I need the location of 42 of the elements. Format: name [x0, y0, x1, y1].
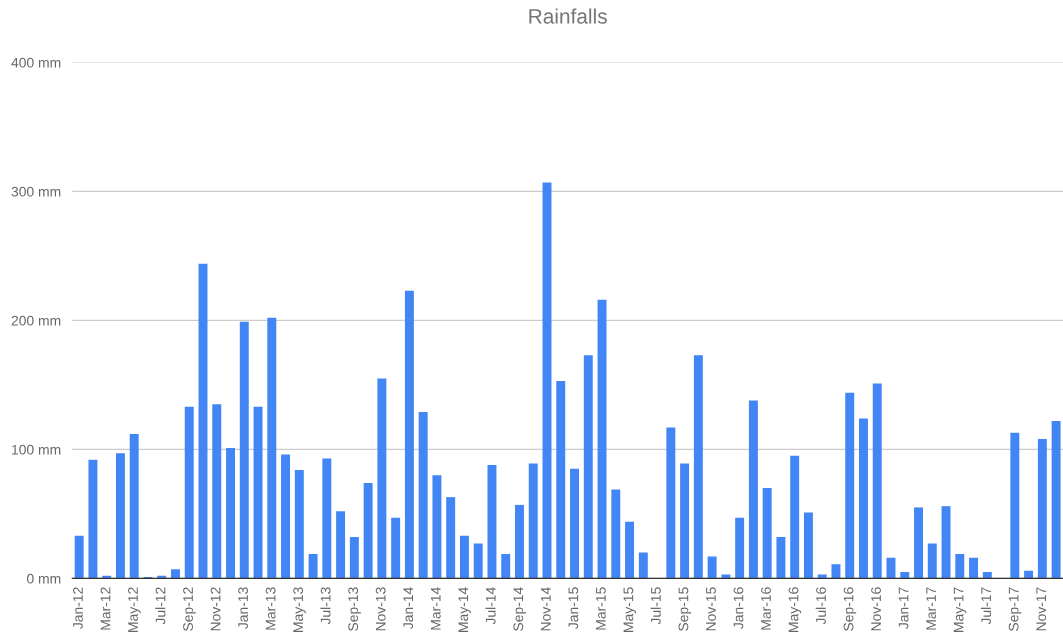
y-tick-label: 300 mm — [11, 186, 61, 197]
x-tick-label: May-15 — [623, 587, 637, 632]
y-tick-label: 200 mm — [11, 315, 61, 326]
x-tick-label: Sep-15 — [678, 587, 692, 631]
x-tick-label: May-16 — [788, 587, 802, 632]
x-tick-label: Nov-13 — [375, 587, 386, 631]
x-tick-label: Mar-17 — [926, 587, 937, 630]
y-tick-label: 400 mm — [11, 57, 61, 68]
x-tick-label: Mar-12 — [100, 587, 111, 630]
x-tick-label: Nov-14 — [541, 587, 551, 631]
x-tick-label: Sep-17 — [1008, 587, 1022, 631]
x-tick-label: Nov-12 — [210, 587, 221, 631]
x-tick-label: Mar-16 — [761, 587, 771, 630]
x-tick-label: May-17 — [953, 587, 967, 632]
x-tick-label: Sep-12 — [183, 587, 196, 631]
x-tick-label: Jul-13 — [320, 587, 331, 625]
x-tick-label: Sep-13 — [348, 587, 361, 631]
x-tick-label: Jan-12 — [73, 587, 83, 629]
x-tick-label: Jan-15 — [568, 587, 579, 629]
x-tick-label: May-12 — [128, 587, 141, 632]
y-tick-label: 0 mm — [27, 573, 61, 584]
x-tick-label: Jan-17 — [898, 587, 909, 629]
x-tick-label: Jan-16 — [733, 587, 744, 629]
x-tick-label: May-13 — [293, 587, 306, 632]
x-tick-label: Mar-15 — [596, 587, 606, 630]
x-tick-label: Jul-17 — [980, 587, 992, 625]
x-tick-label: May-14 — [458, 587, 471, 632]
x-tick-label: Mar-13 — [265, 587, 276, 630]
x-tick-label: Nov-15 — [706, 587, 716, 631]
x-tick-label: Jan-13 — [238, 587, 249, 629]
x-tick-label: Nov-16 — [871, 587, 881, 631]
x-tick-label: Mar-14 — [430, 587, 441, 630]
x-tick-label: Jul-14 — [485, 587, 496, 625]
chart-title: Rainfalls — [529, 8, 607, 24]
x-tick-label: Nov-17 — [1036, 587, 1047, 631]
x-tick-label: Jul-15 — [650, 587, 661, 625]
x-tick-label: Jul-16 — [815, 587, 826, 625]
y-tick-label: 100 mm — [12, 444, 61, 455]
x-tick-label: Jul-12 — [155, 587, 166, 625]
x-tick-label: Sep-14 — [513, 587, 526, 631]
x-tick-label: Jan-14 — [403, 587, 414, 629]
x-tick-label: Sep-16 — [843, 587, 857, 631]
